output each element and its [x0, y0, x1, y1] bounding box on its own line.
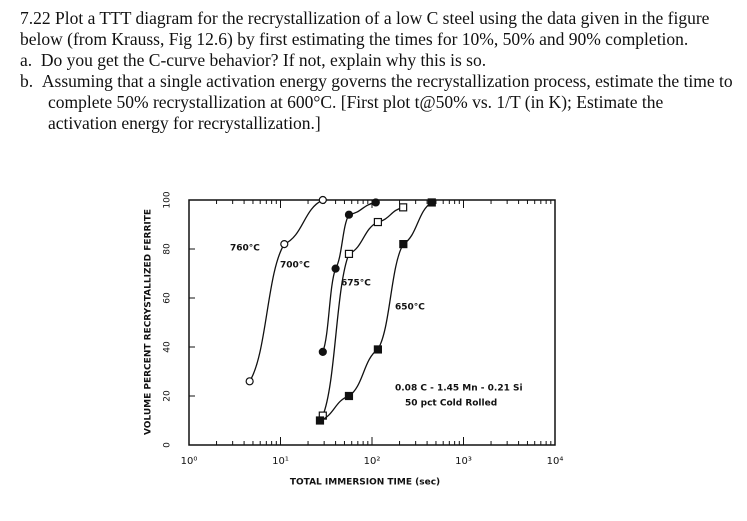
- series-label: 700°C: [280, 261, 310, 271]
- y-axis-label: VOLUME PERCENT RECRYSTALLIZED FERRITE: [144, 209, 154, 435]
- y-tick-label: 100: [163, 191, 173, 208]
- y-tick-label: 60: [163, 292, 173, 304]
- y-tick-label: 40: [163, 341, 173, 353]
- plot-frame: [188, 199, 556, 446]
- x-tick-label: 10¹: [272, 456, 289, 467]
- series-line: [249, 199, 324, 382]
- series-label: 675°C: [341, 279, 371, 289]
- marker: [373, 217, 382, 227]
- marker: [331, 264, 340, 273]
- item: a. Do you get the C-curve behavior? If n…: [20, 50, 735, 71]
- item-marker: b.: [20, 71, 34, 91]
- marker: [371, 198, 380, 207]
- series-label: 650°C: [395, 303, 425, 313]
- problem-text: 7.22 Plot a TTT diagram for the recrysta…: [20, 8, 735, 134]
- x-axis-label: TOTAL IMMERSION TIME (sec): [290, 478, 440, 488]
- marker: [344, 249, 354, 259]
- marker: [427, 198, 436, 207]
- series-label: 760°C: [230, 244, 260, 254]
- marker: [280, 239, 289, 249]
- annotation: 0.08 C - 1.45 Mn - 0.21 Si: [395, 384, 523, 394]
- y-tick-label: 80: [163, 243, 173, 255]
- marker: [399, 239, 408, 249]
- x-tick-label: 10³: [455, 456, 472, 467]
- marker: [344, 391, 354, 401]
- y-tick-label: 20: [163, 390, 173, 402]
- x-tick-label: 10⁴: [547, 456, 564, 467]
- marker: [318, 195, 327, 205]
- series-line: [322, 206, 404, 416]
- x-tick-label: 10⁰: [181, 456, 198, 467]
- marker: [399, 203, 408, 212]
- item-marker: a.: [20, 50, 33, 70]
- marker: [245, 377, 254, 386]
- marker: [315, 416, 325, 425]
- marker: [344, 210, 354, 219]
- intro: 7.22 Plot a TTT diagram for the recrysta…: [20, 8, 710, 49]
- marker: [373, 345, 382, 354]
- chart: TOTAL IMMERSION TIME (sec) VOLUME PERCEN…: [144, 191, 564, 488]
- item: b. Assuming that a single activation ene…: [20, 71, 735, 134]
- series-line: [322, 201, 376, 353]
- marker: [318, 347, 327, 356]
- x-tick-label: 10²: [364, 456, 381, 467]
- annotation: 50 pct Cold Rolled: [405, 399, 497, 409]
- item-text: Assuming that a single activation energy…: [41, 71, 733, 133]
- item-text: Do you get the C-curve behavior? If not,…: [40, 50, 487, 70]
- y-tick-label: 0: [163, 442, 173, 448]
